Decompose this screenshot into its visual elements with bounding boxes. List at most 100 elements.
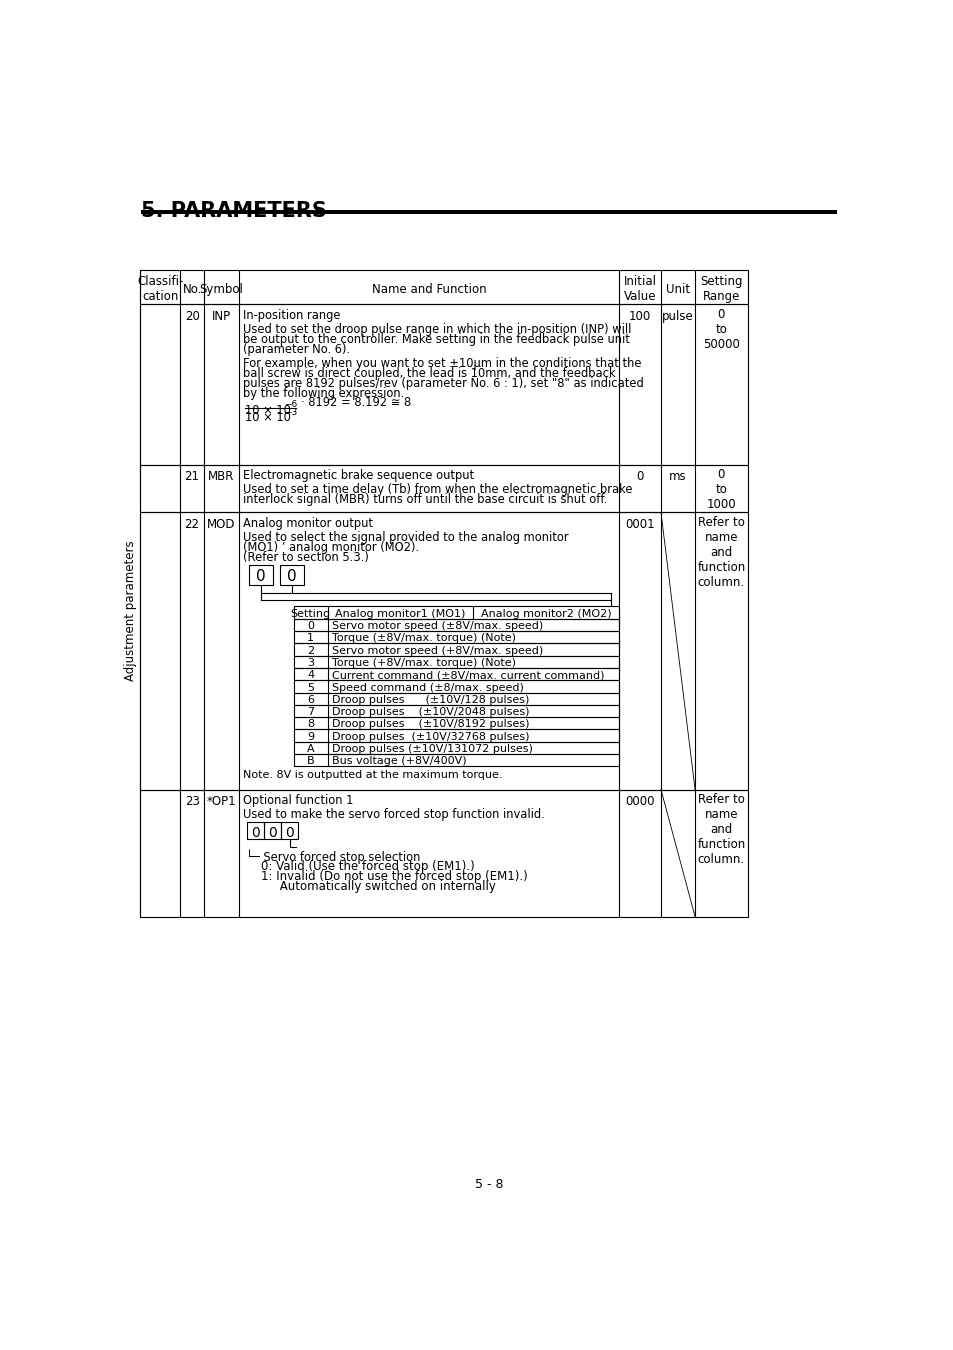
Text: Torque (±8V/max. torque) (Note): Torque (±8V/max. torque) (Note): [332, 633, 515, 643]
Text: −6: −6: [283, 400, 296, 409]
Text: 1: Invalid (Do not use the forced stop (EM1).): 1: Invalid (Do not use the forced stop (…: [245, 871, 527, 883]
Text: Droop pulses      (±10V/128 pulses): Droop pulses (±10V/128 pulses): [332, 695, 528, 705]
Text: (MO1) ’ analog monitor (MO2).: (MO1) ’ analog monitor (MO2).: [243, 541, 419, 554]
Text: 5: 5: [307, 683, 314, 693]
Text: pulse: pulse: [661, 310, 693, 323]
Bar: [140, 513, 747, 790]
Text: Droop pulses (±10V/131072 pulses): Droop pulses (±10V/131072 pulses): [332, 744, 532, 755]
Text: Current command (±8V/max. current command): Current command (±8V/max. current comman…: [332, 670, 603, 680]
Text: 10 × 10: 10 × 10: [245, 404, 291, 417]
Text: Name and Function: Name and Function: [372, 284, 486, 296]
Text: Setting
Range: Setting Range: [700, 275, 741, 304]
Text: No.: No.: [182, 284, 202, 296]
Bar: [294, 755, 618, 767]
Text: Torque (+8V/max. torque) (Note): Torque (+8V/max. torque) (Note): [332, 657, 515, 668]
Text: 0: 0: [636, 470, 643, 483]
Text: interlock signal (MBR) turns off until the base circuit is shut off.: interlock signal (MBR) turns off until t…: [243, 493, 607, 506]
Text: 4: 4: [307, 670, 314, 680]
Text: 3: 3: [307, 657, 314, 668]
Text: 20: 20: [185, 310, 199, 323]
Text: 0001: 0001: [624, 518, 654, 531]
Bar: [294, 606, 618, 618]
Text: 0: Valid (Use the forced stop (EM1).): 0: Valid (Use the forced stop (EM1).): [245, 860, 474, 873]
Bar: [294, 693, 618, 705]
Text: Initial
Value: Initial Value: [623, 275, 656, 304]
Text: 0000: 0000: [624, 795, 654, 807]
Text: −3: −3: [283, 409, 296, 417]
Bar: [294, 705, 618, 717]
Text: *OP1: *OP1: [207, 795, 236, 807]
Text: Droop pulses  (±10V/32768 pulses): Droop pulses (±10V/32768 pulses): [332, 732, 529, 741]
Text: Droop pulses    (±10V/8192 pulses): Droop pulses (±10V/8192 pulses): [332, 720, 529, 729]
Text: Analog monitor1 (MO1): Analog monitor1 (MO1): [335, 609, 465, 618]
Text: 21: 21: [185, 470, 199, 483]
Text: Droop pulses    (±10V/2048 pulses): Droop pulses (±10V/2048 pulses): [332, 707, 529, 717]
Text: 9: 9: [307, 732, 314, 741]
Text: B: B: [307, 756, 314, 767]
Bar: [140, 305, 747, 464]
Text: 1: 1: [307, 633, 314, 643]
Bar: [247, 822, 264, 838]
Bar: [140, 790, 747, 917]
Text: be output to the controller. Make setting in the feedback pulse unit: be output to the controller. Make settin…: [243, 333, 630, 346]
Text: Setting: Setting: [291, 609, 331, 618]
Text: 23: 23: [185, 795, 199, 807]
Bar: [140, 270, 747, 305]
Text: Used to select the signal provided to the analog monitor: Used to select the signal provided to th…: [243, 531, 568, 544]
Text: ball screw is direct coupled, the lead is 10mm, and the feedback: ball screw is direct coupled, the lead i…: [243, 367, 616, 379]
Text: Unit: Unit: [665, 284, 689, 296]
Text: Used to set a time delay (Tb) from when the electromagnetic brake: Used to set a time delay (Tb) from when …: [243, 483, 632, 495]
Text: 7: 7: [307, 707, 314, 717]
Text: 0
to
50000: 0 to 50000: [702, 308, 740, 351]
Text: MBR: MBR: [208, 470, 234, 483]
Text: 8: 8: [307, 720, 314, 729]
Bar: [249, 564, 273, 585]
Text: Used to set the droop pulse range in which the in-position (INP) will: Used to set the droop pulse range in whi…: [243, 323, 631, 336]
Bar: [294, 717, 618, 729]
Bar: [140, 464, 747, 513]
Text: In-position range: In-position range: [243, 309, 340, 323]
Text: Analog monitor output: Analog monitor output: [243, 517, 373, 531]
Text: 0: 0: [256, 570, 266, 585]
Text: by the following expression.: by the following expression.: [243, 387, 404, 400]
Text: 6: 6: [307, 695, 314, 705]
Text: 0
to
1000: 0 to 1000: [706, 468, 736, 512]
Text: 10 × 10: 10 × 10: [245, 412, 291, 424]
Text: Refer to
name
and
function
column.: Refer to name and function column.: [697, 516, 744, 589]
Text: Electromagnetic brake sequence output: Electromagnetic brake sequence output: [243, 470, 474, 482]
Text: ms: ms: [668, 470, 686, 483]
Text: For example, when you want to set ±10μm in the conditions that the: For example, when you want to set ±10μm …: [243, 356, 641, 370]
Text: 22: 22: [185, 518, 199, 531]
Text: 0: 0: [287, 570, 296, 585]
Text: Automatically switched on internally: Automatically switched on internally: [245, 880, 495, 894]
Text: 100: 100: [628, 310, 651, 323]
Text: 2: 2: [307, 645, 314, 656]
Text: A: A: [307, 744, 314, 755]
Text: Note. 8V is outputted at the maximum torque.: Note. 8V is outputted at the maximum tor…: [243, 771, 502, 780]
Text: 5. PARAMETERS: 5. PARAMETERS: [141, 201, 327, 220]
Text: MOD: MOD: [207, 518, 235, 531]
Bar: [294, 668, 618, 680]
Bar: [294, 630, 618, 643]
Bar: [281, 822, 298, 838]
Text: Classifi-
cation: Classifi- cation: [137, 275, 183, 304]
Text: Adjustment parameters: Adjustment parameters: [124, 540, 137, 680]
Text: Used to make the servo forced stop function invalid.: Used to make the servo forced stop funct…: [243, 809, 544, 821]
Text: 5 - 8: 5 - 8: [475, 1179, 502, 1192]
Text: INP: INP: [212, 310, 231, 323]
Text: (Refer to section 5.3.): (Refer to section 5.3.): [243, 551, 369, 564]
Bar: [294, 656, 618, 668]
Text: Refer to
name
and
function
column.: Refer to name and function column.: [697, 794, 744, 867]
Text: Servo motor speed (±8V/max. speed): Servo motor speed (±8V/max. speed): [332, 621, 542, 630]
Text: Servo motor speed (+8V/max. speed): Servo motor speed (+8V/max. speed): [332, 645, 542, 656]
Text: Optional function 1: Optional function 1: [243, 794, 354, 807]
Text: Symbol: Symbol: [199, 284, 243, 296]
Text: 0: 0: [268, 826, 276, 840]
Bar: [294, 618, 618, 630]
Text: pulses are 8192 pulses/rev (parameter No. 6 : 1), set "8" as indicated: pulses are 8192 pulses/rev (parameter No…: [243, 377, 643, 390]
Text: 0: 0: [285, 826, 294, 840]
Bar: [294, 729, 618, 741]
Text: (parameter No. 6).: (parameter No. 6).: [243, 343, 350, 356]
Text: 0: 0: [251, 826, 260, 840]
Text: Speed command (±8/max. speed): Speed command (±8/max. speed): [332, 683, 523, 693]
